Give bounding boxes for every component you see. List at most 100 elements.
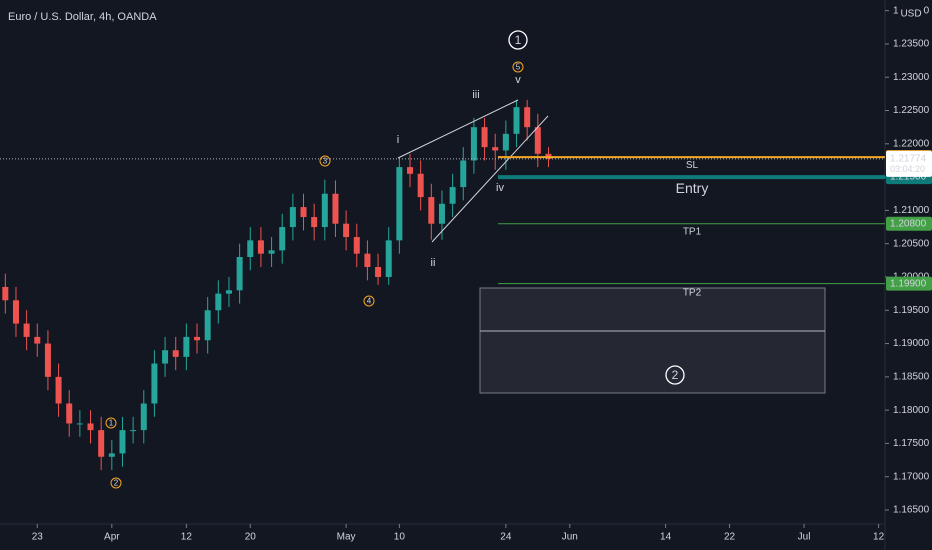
candle-body — [215, 293, 222, 311]
level-label: SL — [686, 160, 699, 171]
y-tick-label: 1.22500 — [893, 105, 930, 116]
candle-body — [2, 286, 9, 301]
target-box — [479, 287, 826, 394]
candle-body — [343, 223, 350, 238]
x-tick-label: 12 — [181, 532, 193, 543]
wave-circle — [319, 155, 331, 167]
y-tick-label: 1.21000 — [893, 205, 930, 216]
wave-label: 2 — [672, 368, 679, 382]
currency-label: USD — [900, 9, 921, 20]
y-tick-label: 1.17500 — [893, 438, 930, 449]
candle-body — [236, 257, 243, 291]
candle-body — [12, 300, 19, 324]
candle-body — [396, 167, 403, 241]
candle-body — [151, 363, 158, 404]
candle-body — [534, 127, 541, 154]
candle-body — [407, 167, 414, 174]
y-tick-label: 1.23500 — [893, 39, 930, 50]
candle-body — [87, 423, 94, 431]
x-tick-label: May — [337, 532, 356, 543]
candle-body — [108, 453, 115, 457]
wedge-line — [397, 99, 519, 159]
x-tick-label: 20 — [245, 532, 257, 543]
candle-body — [34, 336, 41, 344]
y-tick-label: 1.22000 — [893, 138, 930, 149]
y-tick-label: 1.20500 — [893, 238, 930, 249]
candle-body — [247, 240, 254, 258]
candle-body — [98, 430, 105, 457]
level-label: TP2 — [683, 287, 702, 298]
level-price-label: 1.21500 — [890, 172, 927, 183]
level-price-box — [886, 216, 932, 231]
x-tick-label: 12 — [873, 532, 885, 543]
candle-body — [449, 187, 456, 204]
candle-body — [183, 336, 190, 357]
y-tick-label: 1.23000 — [893, 72, 930, 83]
level-price-label: 1.20800 — [890, 218, 927, 229]
candle-body — [268, 250, 275, 254]
candle-body — [257, 240, 264, 254]
x-tick-label: 24 — [500, 532, 512, 543]
currency-box — [899, 6, 923, 21]
wave-label: ii — [431, 257, 436, 269]
x-tick-label: 22 — [724, 532, 736, 543]
x-tick-label: Jul — [798, 532, 811, 543]
wave-label: iv — [496, 182, 504, 194]
level-label: Entry — [676, 180, 709, 196]
x-tick-label: 23 — [32, 532, 44, 543]
candle-body — [289, 207, 296, 228]
wave-circle — [110, 477, 122, 489]
x-tick-label: 14 — [660, 532, 672, 543]
candle-body — [385, 240, 392, 277]
x-tick-label: 10 — [394, 532, 406, 543]
wave-circle — [508, 30, 528, 50]
level-label: TP1 — [683, 226, 702, 237]
y-tick-label: 1.19000 — [893, 338, 930, 349]
wave-circle — [665, 365, 685, 385]
wave-label: i — [397, 134, 399, 146]
candle-body — [438, 203, 445, 224]
wave-label: 2 — [114, 479, 119, 488]
candle-body — [513, 107, 520, 134]
wave-label: iii — [472, 89, 479, 101]
wave-circle — [105, 417, 117, 429]
candle-body — [225, 290, 232, 294]
x-tick-label: Apr — [104, 532, 120, 543]
candle-body — [23, 323, 30, 337]
y-tick-label: 1.16500 — [893, 505, 930, 516]
x-tick-label: Jun — [562, 532, 578, 543]
wave-label: 5 — [516, 63, 521, 72]
candle-body — [130, 430, 137, 432]
candle-body — [194, 336, 201, 341]
y-tick-label: 1.18000 — [893, 405, 930, 416]
level-price-label: 1.19900 — [890, 278, 927, 289]
y-tick-label: 1.19500 — [893, 305, 930, 316]
candle-body — [353, 237, 360, 254]
candle-body — [321, 193, 328, 228]
candle-body — [470, 127, 477, 161]
candle-body — [44, 343, 51, 377]
wave-label: v — [515, 74, 521, 86]
last-price-label: 1.21774 — [890, 154, 927, 165]
candle-body — [279, 227, 286, 251]
wave-circle — [363, 295, 375, 307]
candle-body — [204, 310, 211, 341]
chart-title: Euro / U.S. Dollar, 4h, OANDA — [8, 11, 157, 23]
level-price-box — [886, 276, 932, 291]
candle-body — [502, 133, 509, 151]
y-tick-label: 1.18500 — [893, 371, 930, 382]
candle-body — [481, 127, 488, 148]
wave-label: 1 — [109, 419, 114, 428]
candle-body — [66, 403, 73, 424]
wave-circle — [512, 61, 524, 73]
candle-body — [140, 403, 147, 431]
candle-body — [300, 207, 307, 218]
y-tick-label: 1.17000 — [893, 471, 930, 482]
candle-body — [76, 423, 83, 425]
wave-label: 4 — [367, 297, 372, 306]
wave-label: 3 — [323, 157, 328, 166]
last-price-box — [886, 150, 932, 177]
candle-body — [364, 253, 371, 267]
candle-body — [332, 193, 339, 224]
